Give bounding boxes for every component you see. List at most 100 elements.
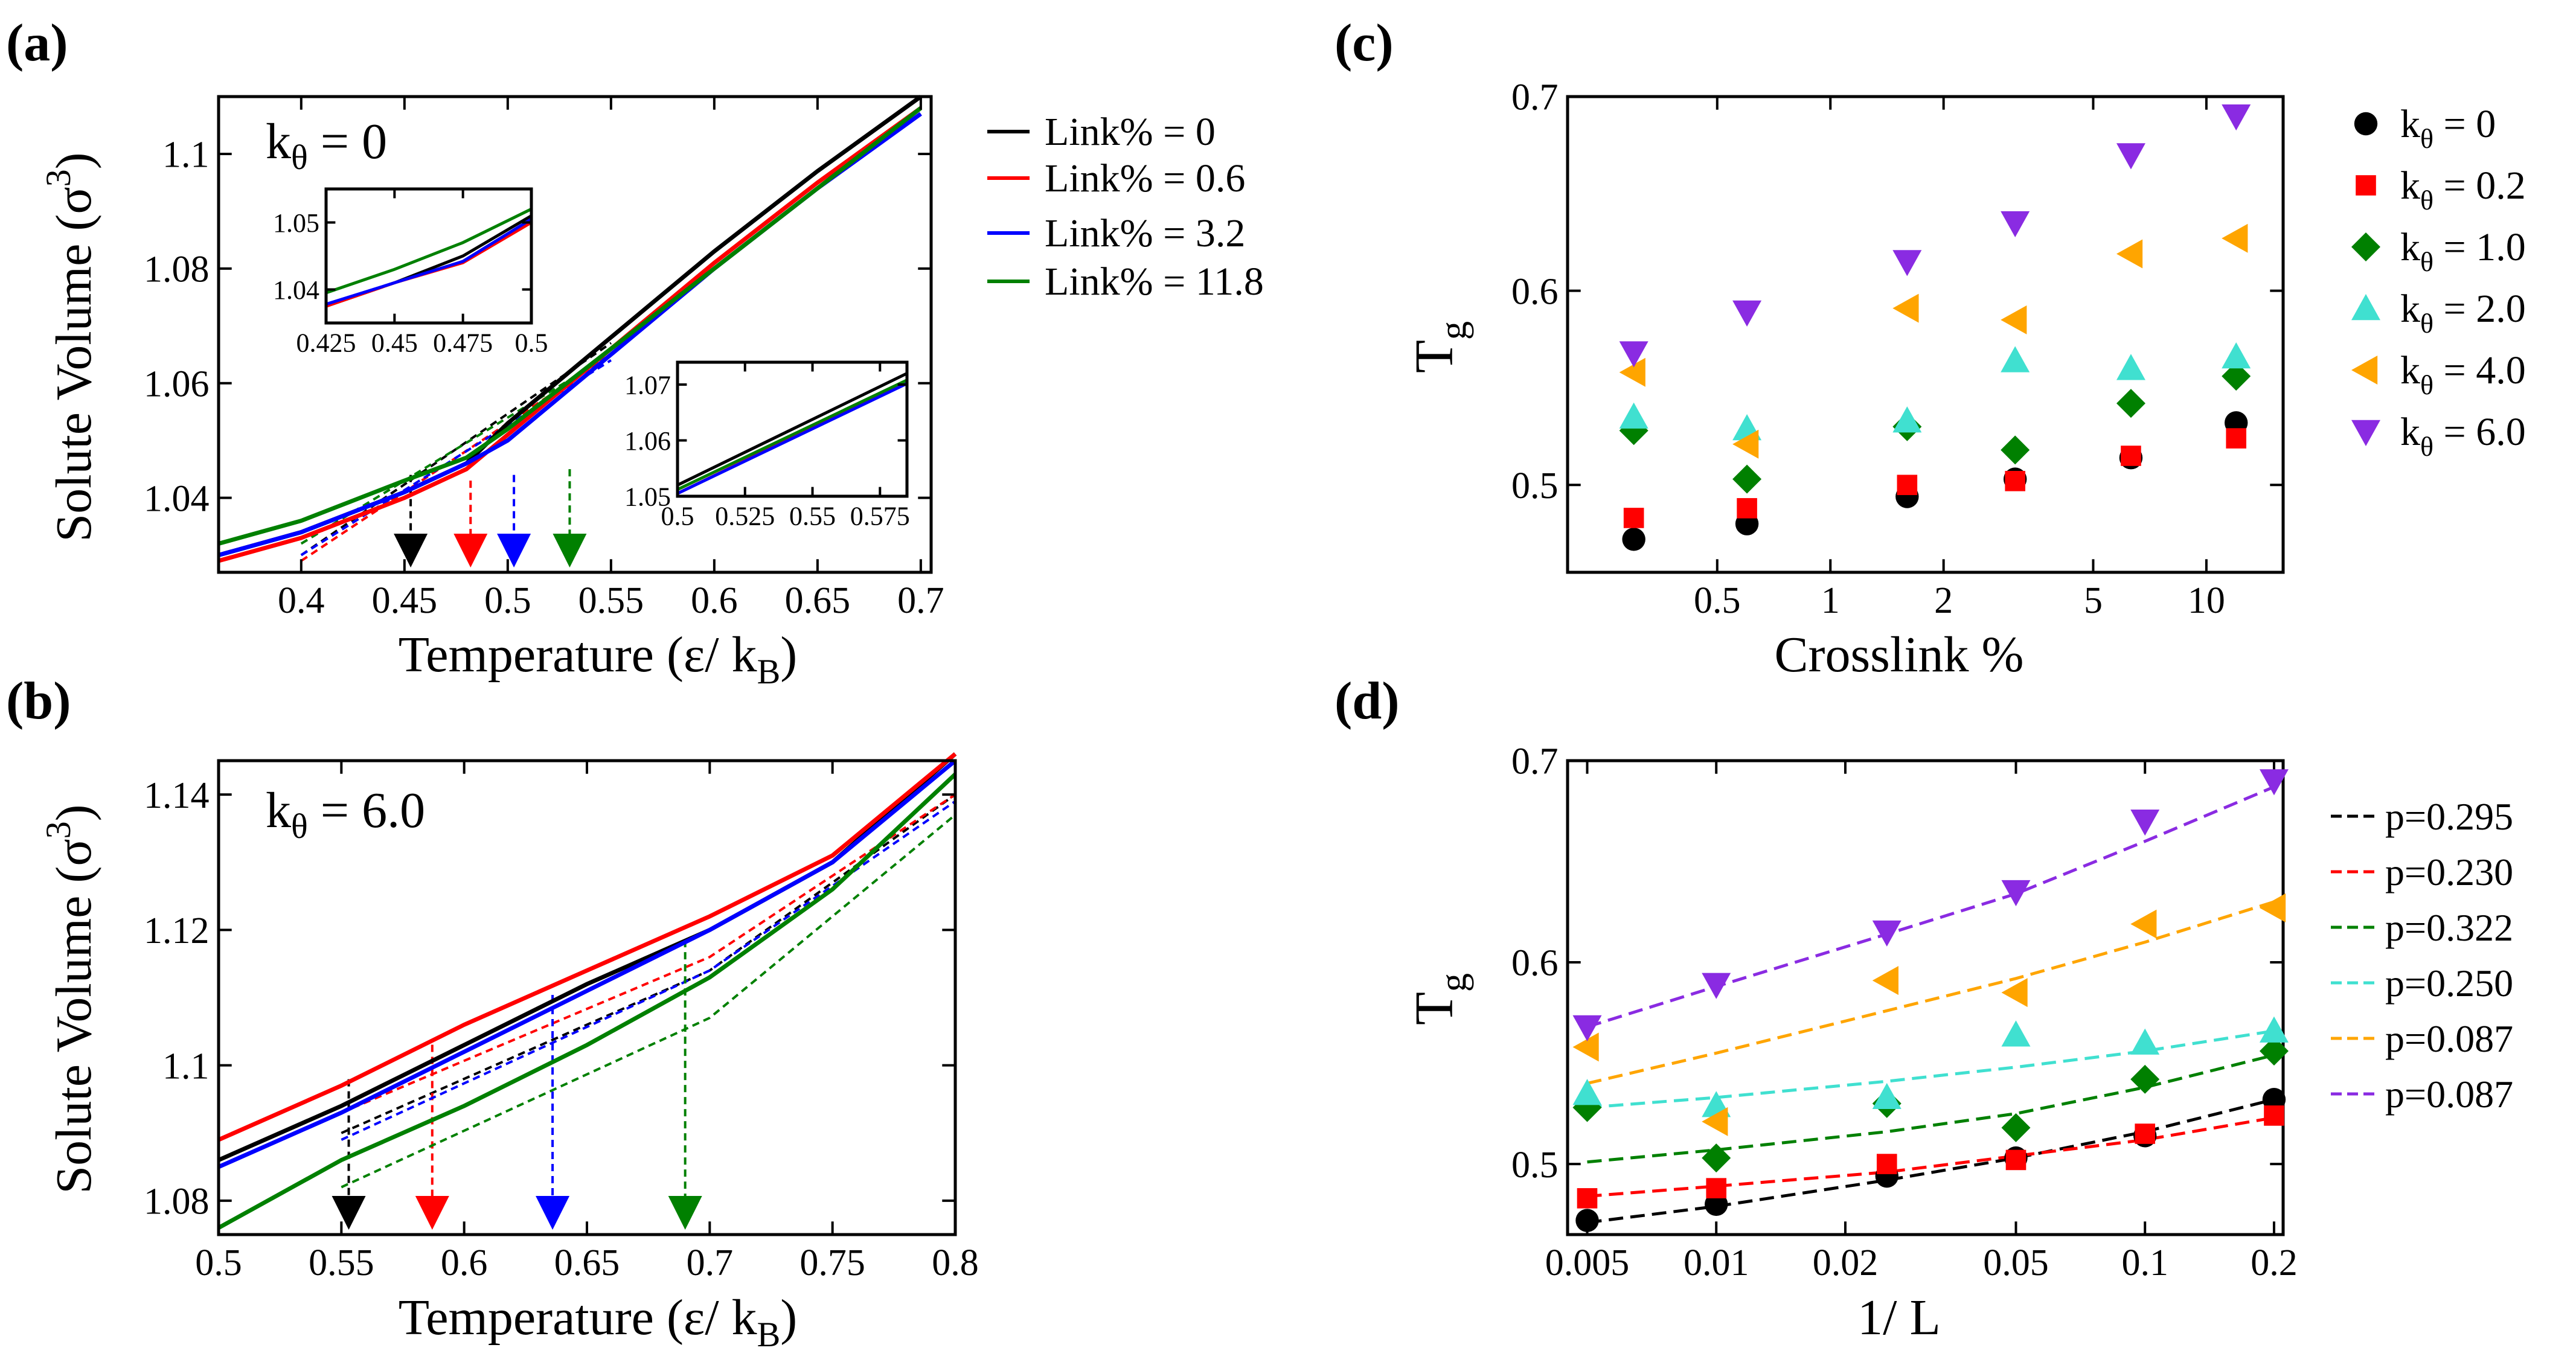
panel-b-xtick-label: 0.6	[441, 1242, 488, 1283]
inset2-series-0	[676, 372, 908, 487]
panel-d-xtick-label: 0.01	[1684, 1242, 1749, 1283]
panel-d-point-2-3	[2001, 1113, 2031, 1142]
panel-d-point-1-0	[1577, 1188, 1598, 1209]
panel-c-xtick-label: 2	[1934, 580, 1953, 621]
panel-d-point-1-5	[2264, 1105, 2284, 1126]
panel-d-point-3-3	[2001, 1020, 2031, 1047]
panel-d-point-4-0	[1572, 1032, 1599, 1062]
panel-b-xtick-label: 0.7	[687, 1242, 734, 1283]
panel-a-xtick-label: 0.7	[897, 580, 944, 621]
panel-b-tg-arrow-1	[415, 1196, 449, 1230]
panel-c-point-1-4	[2121, 446, 2141, 466]
panel-d-fit-3	[1587, 1029, 2275, 1110]
legend-c-label-rest: = 2.0	[2433, 287, 2526, 331]
legend-c-marker-0	[2354, 112, 2378, 136]
panel-d-point-1-4	[2135, 1123, 2156, 1144]
inset2-xtick-label: 0.575	[850, 502, 910, 531]
legend-d-label-0: p=0.295	[2385, 795, 2513, 838]
panel-a-xtick-label: 0.65	[785, 580, 851, 621]
panel-d-point-2-1	[1702, 1143, 1731, 1173]
panel-d-point-0-5	[2262, 1087, 2286, 1111]
legend-c-label-sub: θ	[2420, 369, 2433, 400]
panel-d-point-5-4	[2130, 810, 2160, 836]
panel-c-point-3-4	[2116, 354, 2145, 380]
panel-c-frame	[1566, 95, 2285, 574]
legend-c-label-rest: = 6.0	[2433, 410, 2526, 454]
panel-a-xtick-label: 0.4	[278, 580, 325, 621]
legend-c-marker-4	[2351, 356, 2378, 385]
panel-c-point-5-5	[2222, 104, 2251, 131]
legend-a-label-3: Link% = 11.8	[1045, 260, 1264, 304]
panel-a-series-3	[218, 106, 923, 546]
panel-label-d: (d)	[1334, 672, 1400, 730]
panel-b-tg-arrow-2	[536, 1196, 570, 1230]
panel-c-point-3-5	[2222, 342, 2251, 369]
panel-d-fit-5	[1586, 785, 2275, 1029]
panel-c-point-5-4	[2116, 143, 2145, 170]
panel-d-point-3-5	[2259, 1016, 2289, 1043]
inset2-ytick-label: 1.07	[624, 370, 671, 400]
legend-d-label-4: p=0.087	[2385, 1017, 2513, 1060]
legend-c-label-4: kθ = 4.0	[2400, 348, 2526, 400]
panel-b-ytick-label: 1.14	[144, 775, 210, 816]
legend-c-label-main: k	[2400, 287, 2420, 331]
legend-c-marker-2	[2351, 232, 2380, 261]
panel-b-annotation: kθ = 6.0	[266, 782, 425, 846]
panel-d-point-3-2	[1872, 1082, 1902, 1110]
panel-b-tg-arrow-3	[668, 1196, 702, 1230]
panel-d-point-4-4	[2130, 909, 2157, 939]
panel-b-fit-dashed-2	[341, 800, 956, 1141]
panel-label-b: (b)	[6, 672, 71, 730]
panel-b-xtick-label: 0.75	[799, 1242, 865, 1283]
panel-c: Crosslink % Tg	[1405, 321, 2024, 683]
panel-c-point-2-3	[2001, 435, 2030, 465]
panel-c-point-5-1	[1732, 300, 1762, 327]
panel-d-ylabel: Tg	[1405, 973, 1474, 1025]
legend-c-label-main: k	[2400, 348, 2420, 392]
panel-d-point-3-0	[1572, 1079, 1602, 1105]
legend-c-label-3: kθ = 2.0	[2400, 287, 2526, 339]
panel-b-ytick-label: 1.08	[144, 1181, 210, 1223]
panel-b-xtick-label: 0.55	[309, 1242, 374, 1283]
legend-c-label-2: kθ = 1.0	[2400, 225, 2526, 277]
inset1-ytick-label: 1.04	[273, 275, 319, 305]
panel-a-ytick-label: 1.06	[144, 363, 210, 404]
panel-c-point-3-0	[1619, 402, 1648, 429]
panel-d-xtick-label: 0.1	[2121, 1242, 2168, 1283]
panel-d-xtick-label: 0.02	[1813, 1242, 1879, 1283]
panel-b-ytick-label: 1.1	[162, 1046, 210, 1087]
legend-a-label-1: Link% = 0.6	[1045, 156, 1245, 200]
panel-d-point-0-0	[1575, 1209, 1599, 1232]
panel-b-series-3	[217, 772, 957, 1230]
panel-d-ytick-label: 0.5	[1511, 1145, 1559, 1186]
panel-b-ytick-label: 1.12	[144, 910, 210, 951]
panel-a-xtick-label: 0.55	[578, 580, 644, 621]
panel-c-point-2-5	[2222, 362, 2251, 391]
panel-c-point-4-3	[2001, 305, 2027, 334]
legend-c-marker-3	[2351, 294, 2380, 321]
legend-c-label-rest: = 1.0	[2433, 225, 2526, 269]
panel-c-point-5-0	[1619, 341, 1648, 368]
legend-c-marker-5	[2351, 420, 2380, 446]
panel-c-ylabel: Tg	[1405, 321, 1474, 373]
inset1-ytick-label: 1.05	[273, 208, 319, 238]
inset1-series-2	[325, 217, 533, 306]
panel-a: kθ = 0 Temperature (ε/ kB) Solute Volume…	[39, 110, 1264, 691]
legend-a: Link% = 0 Link% = 0.6 Link% = 3.2 Link% …	[987, 110, 1264, 304]
panel-c-point-1-2	[1897, 475, 1918, 496]
panel-a-ytick-label: 1.04	[144, 478, 210, 519]
inset1-series-3	[325, 208, 533, 295]
panel-a-tg-arrow-3	[553, 534, 587, 567]
panel-d-point-4-5	[2259, 893, 2286, 922]
panel-c-point-4-4	[2116, 239, 2143, 269]
inset2-xtick-label: 0.525	[715, 502, 775, 531]
inset1-xtick-label: 0.45	[371, 328, 418, 358]
inset2-series-3	[676, 379, 908, 491]
panel-c-point-3-3	[2001, 346, 2030, 372]
panel-label-a: (a)	[6, 14, 68, 72]
legend-d-label-1: p=0.230	[2385, 851, 2513, 893]
panel-c-ytick-label: 0.5	[1511, 465, 1559, 507]
panel-c-point-4-1	[1732, 429, 1759, 459]
inset2-xtick-label: 0.5	[661, 502, 694, 531]
panel-d-point-1-2	[1876, 1154, 1897, 1174]
